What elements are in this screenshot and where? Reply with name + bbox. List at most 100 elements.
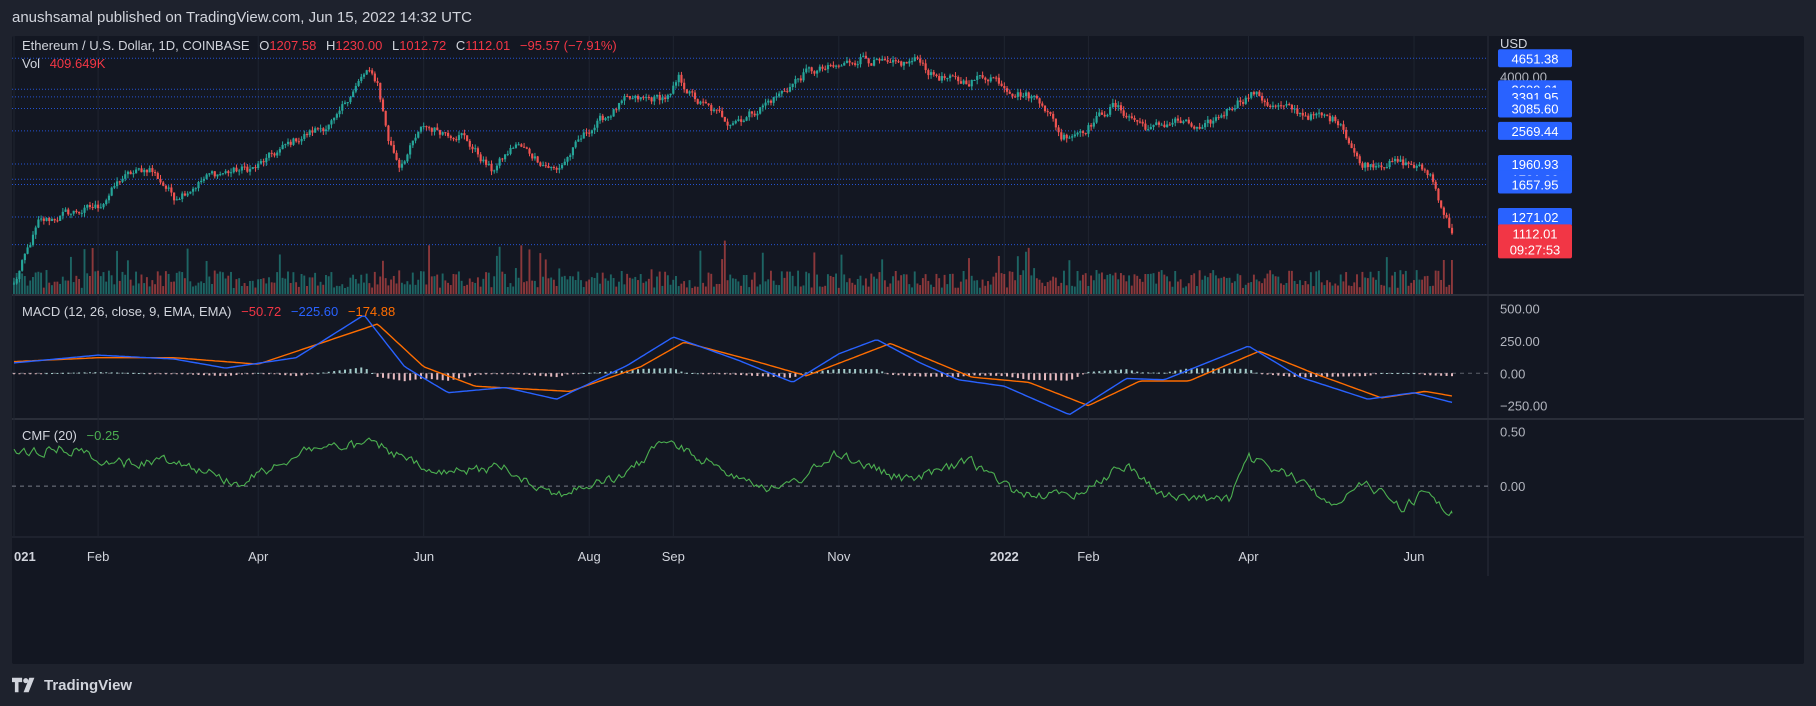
- candle-body: [395, 152, 398, 160]
- volume-bar: [395, 283, 398, 294]
- volume-bar: [292, 272, 295, 294]
- volume-bar: [930, 284, 932, 294]
- volume-bar: [287, 271, 289, 294]
- candle-body: [21, 260, 24, 271]
- candle-body: [172, 192, 176, 201]
- volume-bar: [1285, 282, 1288, 294]
- volume-bar: [409, 284, 412, 294]
- volume-bar: [683, 281, 686, 294]
- candle-body: [1022, 96, 1025, 98]
- volume-bar: [295, 282, 298, 294]
- volume-bar: [129, 279, 132, 294]
- symbol-label[interactable]: Ethereum / U.S. Dollar, 1D, COINBASE: [22, 38, 250, 53]
- volume-bar: [31, 276, 34, 294]
- volume-bar: [612, 278, 615, 294]
- volume-bar: [42, 287, 45, 294]
- macd-histogram-bar: [381, 373, 384, 378]
- vol-label[interactable]: Vol: [22, 56, 41, 71]
- volume-bar: [726, 280, 729, 294]
- volume-bar: [517, 277, 520, 294]
- time-axis-label: Apr: [1238, 549, 1259, 564]
- candle-body: [1450, 227, 1454, 234]
- candle-body: [1334, 116, 1337, 122]
- volume-bar: [650, 269, 653, 294]
- volume-bar: [618, 281, 620, 294]
- chart-canvas[interactable]: USD4000.004651.383609.613391.953085.6025…: [12, 36, 1804, 664]
- candle-body: [200, 180, 203, 183]
- volume-bar: [1277, 276, 1280, 294]
- candle-body: [794, 79, 797, 84]
- macd-line-value: −225.60: [290, 304, 339, 319]
- candle-body: [86, 204, 89, 208]
- candle-body: [501, 158, 504, 160]
- macd-histogram-bar: [875, 369, 878, 374]
- candle-body: [1393, 158, 1397, 162]
- volume-bar: [200, 281, 203, 294]
- macd-histogram-bar: [1451, 373, 1453, 377]
- macd-label[interactable]: MACD (12, 26, close, 9, EMA, EMA): [22, 304, 232, 319]
- candle-body: [905, 62, 908, 64]
- cmf-label[interactable]: CMF (20): [22, 428, 77, 443]
- volume-bar: [780, 271, 783, 294]
- macd-histogram-bar: [588, 372, 591, 374]
- candle-body: [1046, 111, 1049, 113]
- macd-histogram-bar: [1174, 370, 1177, 374]
- macd-histogram-bar: [1304, 373, 1307, 378]
- volume-bar: [1171, 286, 1174, 294]
- candle-body: [1057, 127, 1060, 133]
- volume-bar: [788, 271, 791, 294]
- candle-body: [1377, 165, 1380, 167]
- cmf-axis-tick: 0.50: [1500, 424, 1525, 439]
- candle-body: [802, 72, 805, 81]
- candle-body: [1369, 164, 1372, 168]
- macd-histogram-bar: [1082, 373, 1085, 375]
- candle-body: [338, 110, 341, 115]
- candle-body: [837, 65, 840, 67]
- macd-histogram-bar: [1358, 373, 1361, 377]
- open-value: 1207.58: [269, 38, 317, 53]
- volume-bar: [501, 271, 504, 294]
- chart-area[interactable]: USD4000.004651.383609.613391.953085.6025…: [12, 36, 1804, 664]
- candle-body: [487, 163, 490, 165]
- volume-bar: [1266, 273, 1269, 294]
- volume-bar: [1350, 285, 1353, 294]
- candle-body: [894, 60, 897, 62]
- candle-body: [569, 155, 572, 157]
- candle-body: [617, 103, 621, 110]
- volume-bar: [764, 281, 767, 294]
- volume-bar: [1144, 273, 1147, 294]
- volume-bar: [474, 282, 477, 294]
- volume-bar: [1410, 282, 1413, 294]
- candle-body: [609, 116, 612, 118]
- candle-body: [514, 144, 518, 148]
- candle-body: [69, 213, 73, 215]
- macd-signal-line: [13, 323, 1453, 407]
- volume-bar: [344, 287, 346, 294]
- volume-bar: [748, 287, 751, 294]
- candle-body: [463, 133, 466, 136]
- candle-body: [1152, 124, 1155, 127]
- candle-body: [1119, 105, 1123, 111]
- volume-bar: [327, 276, 330, 294]
- volume-bar: [699, 250, 702, 294]
- volume-bar: [40, 272, 43, 294]
- candle-body: [493, 170, 496, 172]
- candle-body: [856, 64, 859, 66]
- macd-histogram-bar: [1261, 373, 1264, 375]
- candle-body: [170, 187, 173, 193]
- publication-header: anushsamal published on TradingView.com,…: [12, 9, 473, 26]
- candle-body: [984, 77, 987, 80]
- cmf-value: −0.25: [86, 428, 120, 443]
- candle-body: [715, 109, 718, 111]
- macd-histogram-bar: [154, 373, 157, 375]
- volume-bar: [596, 272, 599, 294]
- candle-body: [531, 153, 534, 159]
- macd-histogram-bar: [29, 373, 32, 375]
- volume-bar: [653, 287, 656, 294]
- volume-bar: [1106, 274, 1109, 294]
- macd-histogram-bar: [485, 373, 488, 375]
- candle-body: [1285, 104, 1288, 106]
- macd-histogram-bar: [56, 372, 59, 374]
- volume-bar: [1437, 270, 1440, 294]
- volume-bar: [1041, 282, 1044, 294]
